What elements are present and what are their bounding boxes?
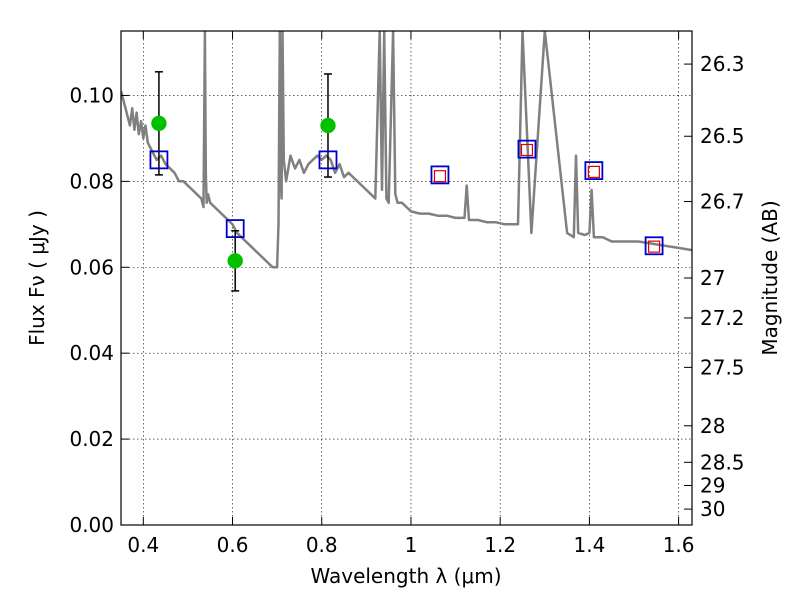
x-tick-label: 0.4: [127, 533, 159, 557]
observed-flux-point: [227, 253, 243, 269]
upper-limit-marker: [520, 143, 534, 157]
model-flux-marker: [517, 139, 537, 159]
model-flux-marker: [644, 236, 664, 256]
y2-tick-label: 29: [700, 473, 725, 497]
model-flux-marker: [149, 150, 169, 170]
y2-tick-label: 27.5: [700, 355, 745, 379]
model-flux-marker: [430, 165, 450, 185]
upper-limit-marker: [433, 170, 447, 183]
y2-axis-title: Magnitude (AB): [758, 200, 782, 355]
y-tick-label: 0.08: [69, 169, 114, 193]
y-tick-label: 0.04: [69, 341, 114, 365]
y2-tick-label: 26.5: [700, 124, 745, 148]
observed-flux-point: [320, 117, 336, 134]
model-spectrum-line: [121, 31, 692, 269]
y-tick-label: 0.00: [69, 513, 114, 537]
y2-tick-label: 27: [700, 266, 725, 290]
x-axis-title: Wavelength λ (μm): [310, 564, 501, 588]
model-flux-marker: [225, 219, 245, 239]
y-tick-label: 0.02: [69, 427, 114, 451]
y-tick-label: 0.10: [69, 83, 114, 107]
x-tick-label: 1.4: [573, 533, 605, 557]
y-axis-title: Flux Fν ( μJy ): [25, 210, 49, 346]
observed-flux-point: [151, 115, 167, 132]
y2-tick-label: 30: [700, 497, 725, 521]
x-tick-label: 1: [405, 533, 418, 557]
upper-limit-marker: [647, 240, 661, 253]
x-tick-label: 0.8: [306, 533, 338, 557]
y2-tick-label: 26.3: [700, 52, 745, 76]
y-tick-label: 0.06: [69, 255, 114, 279]
x-tick-label: 1.6: [663, 533, 695, 557]
y2-tick-label: 26.7: [700, 190, 745, 214]
y2-tick-label: 28.5: [700, 450, 745, 474]
model-flux-marker: [584, 161, 604, 181]
ticks: 0.4 0.6 0.8 1 1.2 1.4 1.6 0.00 0.02 0.04 0.06 0.08 0…: [69, 31, 745, 557]
x-tick-label: 0.6: [217, 533, 249, 557]
upper-limit-marker: [587, 165, 600, 178]
y2-tick-label: 27.2: [700, 306, 745, 330]
x-tick-label: 1.2: [484, 533, 516, 557]
model-spectrum: [121, 31, 692, 269]
model-flux-marker: [318, 150, 338, 170]
markers: [149, 115, 664, 269]
y2-tick-label: 28: [700, 414, 725, 438]
